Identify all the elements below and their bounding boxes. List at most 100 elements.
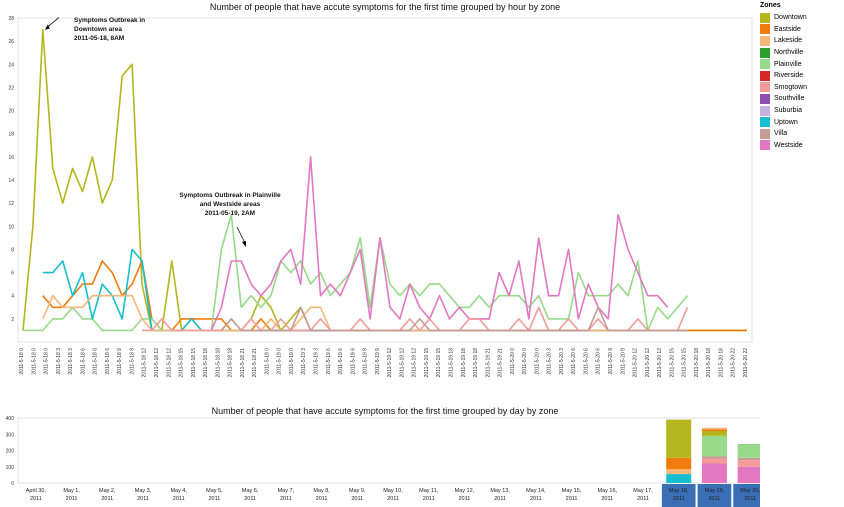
x-tick-label: May 18, <box>669 488 689 494</box>
bar-segment-westside[interactable] <box>737 466 760 483</box>
legend-item-northville[interactable]: Northville <box>760 47 844 59</box>
hourly-line-chart: Number of people that have accute sympto… <box>8 2 753 378</box>
x-tick-label: 2011-5-19 12 <box>412 348 418 378</box>
legend-label: Lakeside <box>774 37 803 45</box>
legend-title: Zones <box>760 2 781 9</box>
bar-segment-smogtown[interactable] <box>737 460 760 467</box>
bar-segment-downtown[interactable] <box>701 431 727 436</box>
x-tick-label: 2011 <box>459 496 471 502</box>
x-tick-label: 2011-5-20 6 <box>571 348 577 375</box>
y-tick-label: 26 <box>8 39 14 45</box>
x-tick-label: 2011-5-18 3 <box>68 348 74 375</box>
x-tick-label: May 5, <box>206 488 223 494</box>
bar-segment-plainville[interactable] <box>737 444 760 458</box>
x-tick-label: 2011-5-19 21 <box>498 348 504 378</box>
highlighted-day-label-bg <box>697 484 732 507</box>
legend-item-villa[interactable]: Villa <box>760 128 844 140</box>
bar-segment-lakeside[interactable] <box>666 469 692 475</box>
legend-item-westside[interactable]: Westside <box>760 140 844 152</box>
legend-item-lakeside[interactable]: Lakeside <box>760 35 844 47</box>
legend-label: Westside <box>774 141 803 149</box>
legend-swatch <box>760 12 770 23</box>
y-tick-label: 300 <box>6 432 15 438</box>
bar-segment-villa[interactable] <box>737 457 760 461</box>
legend-swatch <box>760 128 770 139</box>
legend-label: Villa <box>774 130 788 138</box>
legend-item-southville[interactable]: Southville <box>760 93 844 105</box>
series-line-westside <box>210 156 669 331</box>
x-tick-label: 2011-5-20 3 <box>547 348 553 375</box>
x-tick-label: 2011-5-18 21 <box>240 348 246 378</box>
bar-segment-plainville[interactable] <box>701 435 727 457</box>
legend-swatch <box>760 70 770 81</box>
bar-segment-lakeside[interactable] <box>701 427 727 430</box>
x-tick-label: 2011-5-19 0 <box>289 348 295 375</box>
x-tick-label: 2011-5-19 15 <box>424 348 430 378</box>
x-tick-label: 2011 <box>709 496 721 502</box>
bar-segment-downtown[interactable] <box>666 419 692 458</box>
legend-swatch <box>760 24 770 35</box>
x-tick-label: 2011-5-20 12 <box>633 348 639 378</box>
legend-label: Suburbia <box>774 107 803 115</box>
daily-plot-frame <box>17 417 760 484</box>
bar-segment-westside[interactable] <box>701 463 727 484</box>
bar-segment-smogtown[interactable] <box>701 458 727 464</box>
daily-x-axis: April 30, 2011 May 1, 2011 May 2, 2011 May 3, 2… <box>26 484 760 507</box>
hourly-plot-frame <box>17 17 753 343</box>
legend-item-eastside[interactable]: Eastside <box>760 24 844 36</box>
bar-segment-uptown[interactable] <box>666 474 692 483</box>
bar-segment-eastside[interactable] <box>666 457 692 470</box>
y-tick-label: 100 <box>6 465 15 471</box>
bar-segment-eastside[interactable] <box>701 429 727 431</box>
x-tick-label: May 2, <box>99 488 116 494</box>
legend-item-uptown[interactable]: Uptown <box>760 116 844 128</box>
y-tick-label: 10 <box>8 224 14 230</box>
x-tick-label: 2011-5-19 12 <box>387 348 393 378</box>
x-tick-label: 2011 <box>101 496 113 502</box>
series-line-eastside <box>42 260 747 332</box>
hourly-series-lines <box>22 28 747 332</box>
x-tick-label: May 16, <box>597 488 617 494</box>
annotation-text: 2011-05-19, 2AM <box>205 210 255 217</box>
x-tick-label: 2011-5-18 6 <box>93 348 99 375</box>
x-tick-label: 2011-5-19 6 <box>326 348 332 375</box>
bar-segment-villa[interactable] <box>701 456 727 459</box>
y-tick-label: 200 <box>6 449 15 455</box>
y-tick-label: 16 <box>8 155 14 161</box>
x-tick-label: 2011-5-18 21 <box>252 348 258 378</box>
x-tick-label: 2011-5-19 6 <box>338 348 344 375</box>
x-tick-label: May 20, <box>740 488 760 494</box>
legend-item-downtown[interactable]: Downtown <box>760 12 844 24</box>
x-tick-label: 2011 <box>316 496 328 502</box>
x-tick-label: 2011-5-20 18 <box>694 348 700 378</box>
legend-item-plainville[interactable]: Plainville <box>760 58 844 70</box>
daily-bar-chart: Number of people that have accute sympto… <box>6 406 760 507</box>
x-tick-label: 2011 <box>209 496 221 502</box>
x-tick-label: April 30, <box>26 488 47 494</box>
highlighted-day-label-bg <box>733 484 760 507</box>
x-tick-label: 2011-5-19 9 <box>363 348 369 375</box>
x-tick-label: 2011 <box>66 496 78 502</box>
x-tick-label: 2011-5-19 3 <box>301 348 307 375</box>
legend-item-smogtown[interactable]: Smogtown <box>760 82 844 94</box>
x-tick-label: 2011-5-18 12 <box>166 348 172 378</box>
x-tick-label: 2011-5-20 3 <box>559 348 565 375</box>
x-tick-label: 2011-5-19 3 <box>314 348 320 375</box>
legend-item-suburbia[interactable]: Suburbia <box>760 105 844 117</box>
x-tick-label: 2011 <box>173 496 185 502</box>
highlighted-day-label-bg <box>661 484 696 507</box>
legend-item-riverside[interactable]: Riverside <box>760 70 844 82</box>
legend-label: Northville <box>774 49 804 57</box>
x-tick-label: May 19, <box>705 488 725 494</box>
x-tick-label: 2011-5-19 18 <box>449 348 455 378</box>
legend-swatch <box>760 93 770 104</box>
x-tick-label: May 3, <box>135 488 152 494</box>
x-tick-label: May 8, <box>313 488 330 494</box>
annotation-arrowhead <box>44 24 50 30</box>
x-tick-label: 2011 <box>351 496 363 502</box>
x-tick-label: 2011-5-18 18 <box>228 348 234 378</box>
annotation-arrowhead <box>242 241 246 247</box>
y-tick-label: 6 <box>11 271 14 277</box>
y-tick-label: 400 <box>6 416 15 422</box>
